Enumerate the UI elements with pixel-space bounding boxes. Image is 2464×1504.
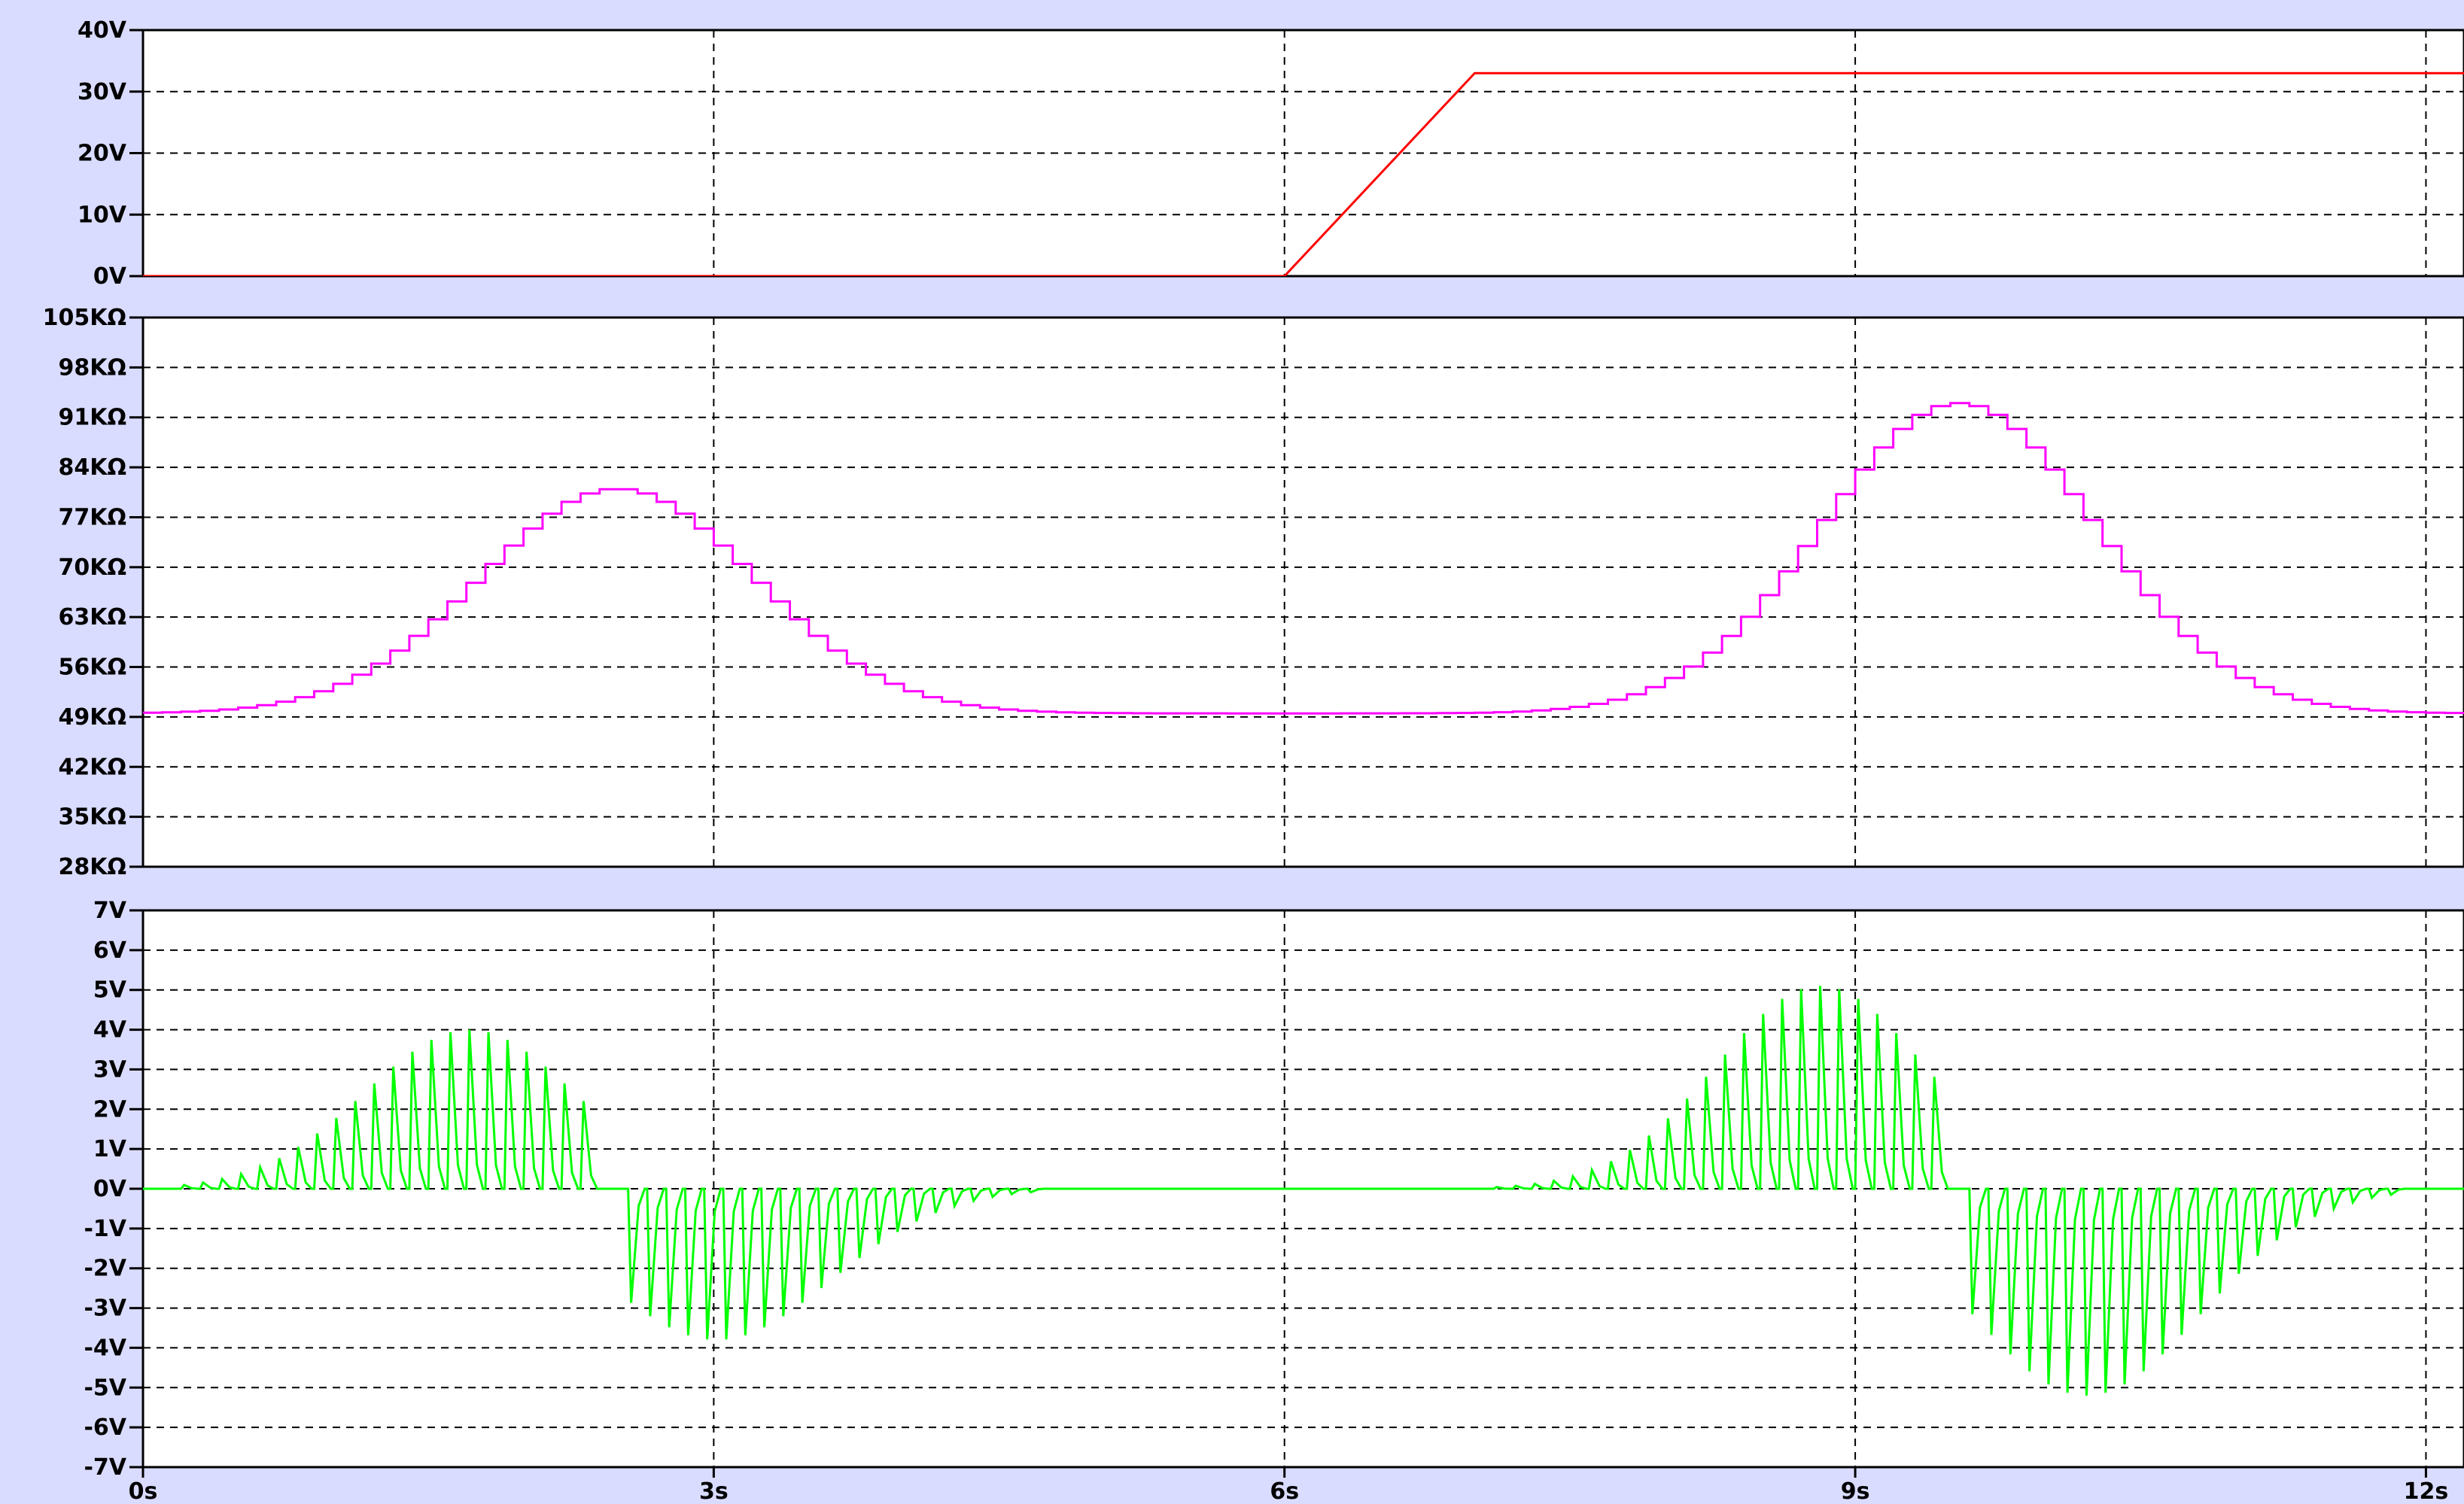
y-tick-label: 77KΩ: [59, 504, 127, 530]
y-tick-label: 84KΩ: [59, 454, 127, 481]
y-tick-label: 49KΩ: [59, 704, 127, 731]
panel-middle: 105KΩ 98KΩ 91KΩ 84KΩ 77KΩ 70KΩ 63KΩ 56KΩ 49KΩ 42K…: [43, 305, 2464, 880]
y-tick-label: 3V: [93, 1056, 127, 1083]
y-tick-label: -7V: [84, 1454, 126, 1481]
x-tick-label: 3s: [699, 1478, 729, 1504]
y-tick-label: 30V: [78, 79, 127, 105]
y-tick-label: 0V: [93, 263, 127, 290]
y-tick-label: 2V: [93, 1096, 127, 1123]
y-tick-label: -4V: [84, 1335, 126, 1361]
y-tick-label: 10V: [78, 202, 127, 228]
x-tick-label: 0s: [129, 1478, 158, 1504]
panel-top: 40V 30V 20V 10V 0V: [78, 17, 2464, 290]
y-tick-label: 20V: [78, 141, 127, 167]
y-tick-label: 63KΩ: [59, 604, 127, 630]
y-tick-label: -1V: [84, 1216, 126, 1242]
x-tick-label: 6s: [1270, 1478, 1299, 1504]
y-tick-label: -2V: [84, 1256, 126, 1282]
y-tick-label: 4V: [93, 1017, 127, 1044]
plot-area-top: [143, 30, 2464, 276]
y-tick-label: 40V: [78, 17, 127, 44]
y-tick-label: 6V: [93, 937, 127, 964]
plot-area-middle: [143, 318, 2464, 867]
y-tick-label: -5V: [84, 1375, 126, 1401]
y-tick-label: 35KΩ: [59, 804, 127, 831]
x-axis: 0s 3s 6s 9s 12s: [129, 1467, 2449, 1504]
y-tick-label: 0V: [93, 1176, 127, 1202]
y-tick-label: 42KΩ: [59, 754, 127, 780]
y-tick-label: 98KΩ: [59, 354, 127, 381]
y-tick-label: -6V: [84, 1414, 126, 1441]
y-tick-label: 91KΩ: [59, 405, 127, 431]
y-tick-label: 7V: [93, 898, 127, 924]
y-tick-label: 5V: [93, 977, 127, 1004]
y-tick-label: -3V: [84, 1296, 126, 1322]
x-tick-label: 9s: [1841, 1478, 1870, 1504]
y-tick-label: 105KΩ: [43, 305, 126, 331]
y-tick-label: 56KΩ: [59, 655, 127, 681]
x-tick-label: 12s: [2404, 1478, 2449, 1504]
panel-bottom: 7V 6V 5V 4V 3V 2V 1V 0V -1V -2V -3V -4V -5V -6V -7V: [84, 898, 2464, 1481]
y-tick-label: 1V: [93, 1136, 127, 1162]
y-tick-label: 70KΩ: [59, 555, 127, 581]
y-tick-label: 28KΩ: [59, 854, 127, 880]
